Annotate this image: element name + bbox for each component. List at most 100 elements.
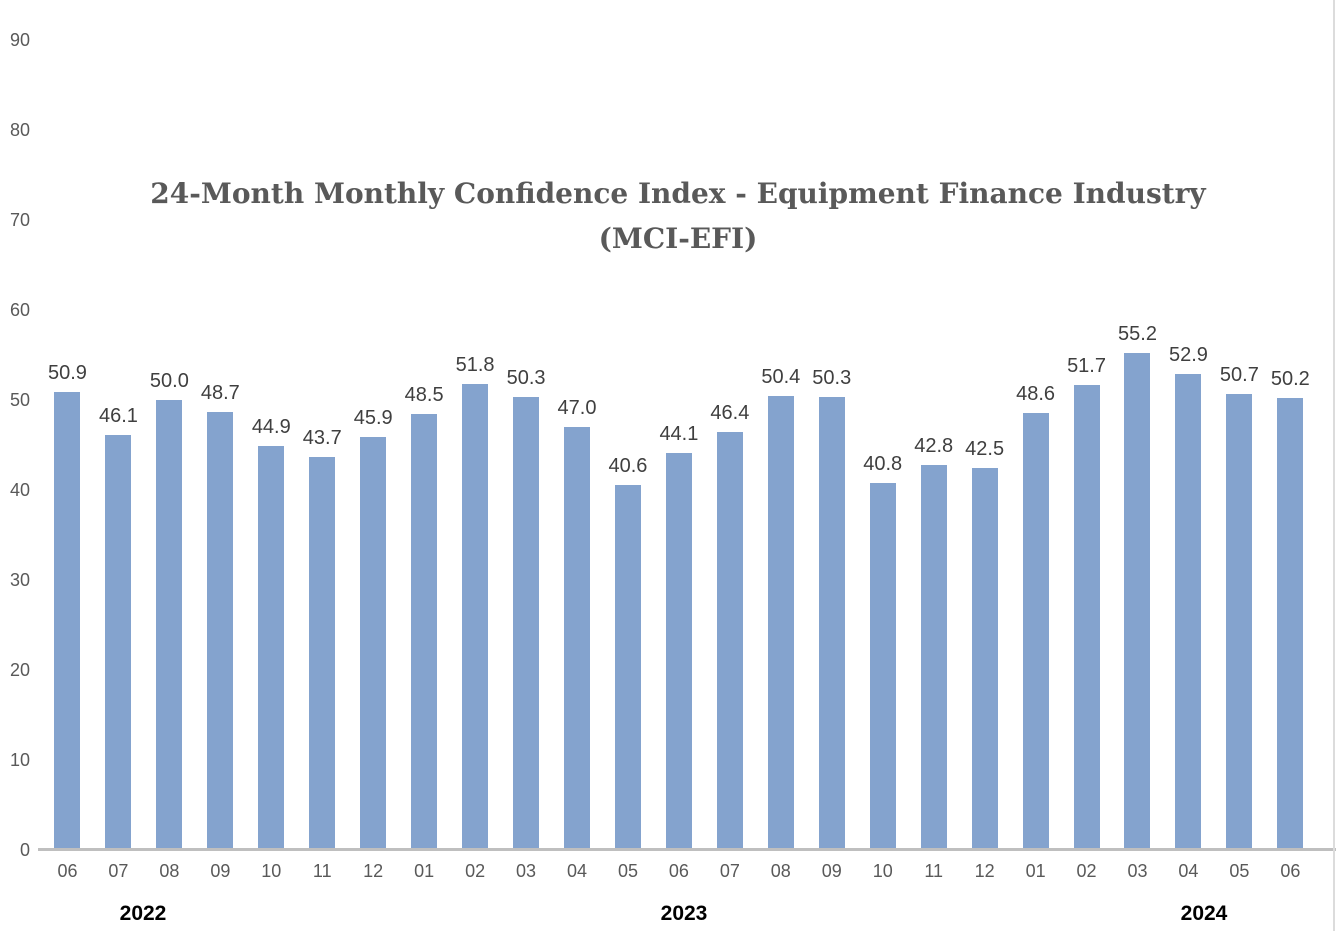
bar-slot: 50.7 — [1214, 0, 1265, 850]
bar-value-label: 46.4 — [710, 402, 750, 425]
bar-slot: 45.9 — [348, 0, 399, 850]
bar-10 — [869, 482, 896, 850]
x-axis-month-labels: 06 07 08 09 10 11 12 01 02 03 04 05 06 07 08 09 10 11 12 01… — [42, 861, 1316, 882]
plot-area: 50.9 46.1 50.0 48.7 44.9 43.7 45.9 48.5 51.8 50.3… — [42, 0, 1316, 850]
x-axis-month-label: 06 — [57, 861, 78, 881]
bar-01 — [1022, 412, 1049, 850]
bar-04 — [564, 427, 590, 850]
y-axis-tick-0: 0 — [19, 840, 30, 860]
bar-09 — [818, 397, 845, 850]
bar-value-label: 51.8 — [455, 353, 495, 376]
x-axis-month-label: 08 — [159, 861, 180, 881]
bar-04 — [1175, 373, 1202, 850]
bar-value-label: 50.3 — [506, 367, 546, 390]
x-axis-month-label: 12 — [974, 861, 995, 881]
bar-value-label: 40.6 — [608, 454, 648, 477]
x-axis-month-label: 10 — [872, 861, 893, 881]
bar-slot: 51.7 — [1061, 0, 1112, 850]
y-axis-tick-20: 20 — [9, 660, 30, 680]
y-axis-tick-10: 10 — [9, 750, 30, 770]
x-axis-month-label: 04 — [566, 861, 588, 881]
bar-slot: 50.2 — [1265, 0, 1316, 850]
bar-slot: 40.8 — [857, 0, 908, 850]
bar-value-label: 52.9 — [1168, 343, 1208, 366]
y-axis-tick-60: 60 — [9, 300, 30, 320]
x-axis-month-label: 07 — [719, 861, 740, 881]
bar-value-label: 42.5 — [965, 437, 1005, 460]
bar-05 — [1226, 393, 1253, 850]
x-axis-month-label: 04 — [1178, 861, 1199, 881]
bar-value-label: 48.5 — [404, 383, 444, 406]
x-axis-month-label: 07 — [108, 861, 129, 881]
bar-06 — [1277, 398, 1304, 850]
x-axis-month-label: 06 — [1280, 861, 1301, 881]
y-axis-tick-30: 30 — [9, 570, 30, 590]
chart-right-border — [1333, 0, 1335, 931]
bar-slot: 47.0 — [552, 0, 603, 850]
bar-slot: 50.9 — [42, 0, 93, 850]
bar-slot: 46.1 — [93, 0, 144, 850]
bar-value-label: 42.8 — [914, 434, 954, 457]
x-axis-month-label: 12 — [363, 861, 384, 881]
bar-value-label: 44.9 — [251, 415, 291, 438]
bar-09 — [207, 411, 234, 850]
x-axis-month-label: 01 — [414, 861, 435, 881]
bar-07 — [716, 432, 743, 850]
y-axis-tick-40: 40 — [9, 480, 30, 500]
bar-slot: 50.3 — [806, 0, 857, 850]
bar-value-label: 50.2 — [1270, 368, 1310, 391]
x-axis-month-label: 09 — [821, 861, 842, 881]
bar-03 — [1124, 353, 1151, 850]
y-axis-tick-80: 80 — [9, 120, 30, 140]
bar-value-label: 50.3 — [812, 367, 852, 390]
bar-08 — [767, 396, 794, 850]
x-axis-year-label-2022: 2022 — [119, 902, 167, 925]
y-axis-tick-90: 90 — [9, 30, 30, 50]
bar-value-label: 47.0 — [557, 397, 597, 419]
bar-value-label: 44.1 — [659, 423, 699, 446]
bar-02 — [462, 383, 489, 850]
y-axis-tick-50: 50 — [9, 390, 30, 410]
bar-slot: 48.6 — [1010, 0, 1061, 850]
bar-value-label: 43.7 — [302, 426, 342, 449]
bar-slot: 52.9 — [1163, 0, 1214, 850]
bar-07 — [105, 435, 132, 850]
bar-slot: 42.8 — [908, 0, 959, 850]
chart-title: 24-Month Monthly Confidence Index - Equi… — [48, 171, 1308, 261]
bar-10 — [258, 445, 285, 850]
x-axis-month-label: 10 — [261, 861, 282, 881]
x-axis-month-label: 08 — [770, 861, 791, 881]
bar-value-label: 48.6 — [1016, 382, 1056, 405]
x-axis-month-label: 05 — [1229, 861, 1250, 881]
x-axis-month-label: 03 — [516, 861, 537, 881]
bar-value-label: 45.9 — [353, 406, 393, 429]
bar-11 — [309, 456, 336, 850]
bar-slot: 55.2 — [1112, 0, 1163, 850]
bar-slot: 50.4 — [755, 0, 806, 850]
x-axis-month-label: 02 — [1076, 861, 1097, 881]
bar-02 — [1073, 384, 1100, 850]
y-axis-tick-70: 70 — [9, 210, 30, 230]
bar-06 — [665, 453, 692, 850]
bar-value-label: 40.8 — [863, 452, 903, 475]
bar-value-label: 50.0 — [149, 370, 189, 392]
bar-slot: 42.5 — [959, 0, 1010, 850]
bar-value-label: 48.7 — [200, 381, 240, 404]
bar-12 — [971, 467, 998, 850]
bar-06 — [54, 391, 81, 850]
x-axis-month-label: 09 — [210, 861, 231, 881]
bar-slot: 50.3 — [501, 0, 552, 850]
bar-slot: 46.4 — [704, 0, 755, 850]
x-axis-month-label: 06 — [668, 861, 689, 881]
bar-slot: 51.8 — [450, 0, 501, 850]
bar-value-label: 51.7 — [1067, 354, 1106, 377]
bar-slot: 40.6 — [602, 0, 653, 850]
bar-05 — [614, 484, 641, 850]
bar-11 — [920, 464, 947, 850]
bar-value-label: 55.2 — [1118, 323, 1157, 346]
x-axis-month-label: 11 — [924, 861, 944, 881]
x-axis-month-label: 01 — [1025, 861, 1046, 881]
x-axis-year-label-2024: 2024 — [1180, 902, 1228, 925]
bar-slot: 48.5 — [399, 0, 450, 850]
bar-12 — [360, 436, 387, 850]
